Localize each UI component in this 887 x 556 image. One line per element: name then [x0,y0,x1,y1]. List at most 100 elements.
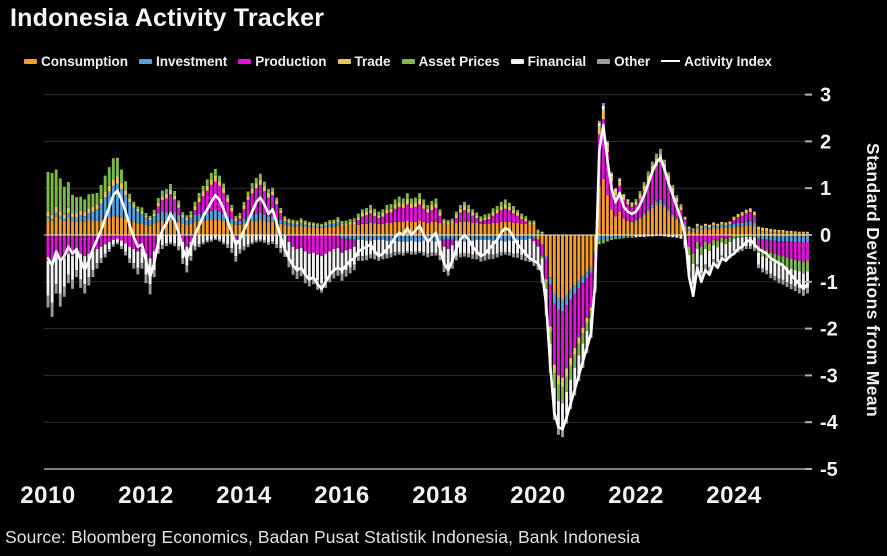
bar-segment [463,221,466,235]
bar-segment [797,233,801,235]
bar-segment [185,235,189,247]
bar-segment [205,235,209,241]
bar-segment [173,235,177,244]
bar-segment [512,253,515,258]
bar-segment [585,278,589,318]
bar-segment [708,250,711,268]
bar-segment [581,327,585,334]
bar-segment [491,235,495,241]
bar-segment [373,208,377,213]
bar-segment [401,203,405,208]
bar-segment [471,209,475,213]
bar-segment [650,207,654,235]
bar-segment [675,235,679,238]
bar-segment [773,229,777,233]
bar-segment [405,199,409,205]
bar-segment [254,235,258,241]
bar-segment [667,172,671,174]
bar-segment [87,213,91,220]
bar-segment [389,235,393,241]
legend-item-consumption: Consumption [24,54,128,69]
bar-segment [283,251,287,257]
bar-segment [622,235,626,237]
x-tick-label: 2024 [706,482,762,509]
bar-segment [222,221,226,235]
bar-segment [238,224,242,235]
bar-segment [164,212,168,221]
bar-segment [132,263,136,269]
bar-segment [728,227,732,235]
bar-segment [605,152,609,196]
bar-segment [307,225,311,228]
bar-segment [164,235,168,244]
bar-segment [156,221,160,235]
bar-segment [291,235,295,247]
bar-segment [454,211,458,215]
bar-segment [675,218,679,220]
bar-segment [218,239,221,242]
bar-segment [397,206,401,222]
bar-segment [442,239,446,247]
bar-segment [50,302,54,317]
bar-segment [626,200,630,205]
bar-segment [597,240,601,245]
bar-segment [242,209,246,219]
bar-segment [610,209,613,235]
bar-segment [320,256,324,284]
legend-item-label: Financial [527,53,587,69]
bar-segment [381,213,385,217]
bar-segment [475,235,479,240]
bar-segment [401,241,405,253]
bar-segment [520,219,524,224]
bar-segment [797,260,801,272]
bar-segment [54,212,58,217]
bar-segment [303,235,307,252]
bar-segment [103,175,107,192]
activity-index-line-swatch-icon [661,59,681,63]
bar-segment [242,246,246,251]
bar-segment [748,246,752,249]
bar-segment [691,235,695,254]
bar-segment [626,221,630,235]
bar-segment [626,236,630,238]
bar-segment [736,217,740,223]
bar-segment [789,233,793,235]
bar-segment [144,235,148,254]
bar-segment [222,242,226,245]
legend-item-other: Other [597,54,650,69]
bar-segment [422,208,426,222]
bar-segment [773,240,777,254]
bar-segment [193,221,197,235]
bar-segment [140,213,144,224]
bar-segment [573,347,577,355]
bar-segment [536,239,540,247]
bar-segment [740,215,744,223]
bar-segment [577,235,581,281]
bar-segment [128,202,132,221]
bar-segment [438,255,442,261]
bar-segment [169,220,172,235]
bar-segment [262,186,266,191]
bar-segment [601,103,605,106]
bar-segment [622,194,626,197]
bar-segment [467,240,471,254]
bar-segment [95,209,99,221]
bar-segment [544,258,548,280]
bar-segment [605,142,609,146]
bar-segment [385,209,389,214]
bar-segment [160,245,164,249]
bar-segment [740,212,744,216]
bar-segment [806,260,809,272]
bar-segment [283,235,287,252]
bar-segment [797,242,801,261]
bar-segment [422,235,426,241]
bar-segment [703,226,707,229]
bar-segment [634,201,638,205]
bar-segment [303,251,307,275]
bar-segment [622,218,626,235]
bar-segment [316,223,319,225]
bar-segment [687,235,691,247]
bar-segment [115,242,119,245]
bar-segment [757,238,760,246]
